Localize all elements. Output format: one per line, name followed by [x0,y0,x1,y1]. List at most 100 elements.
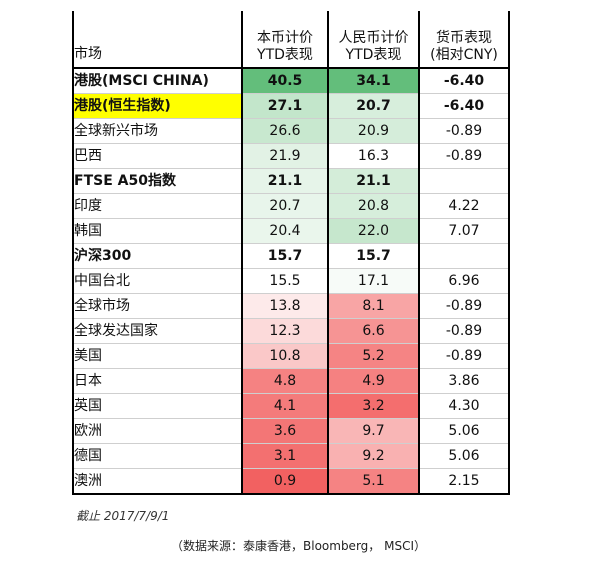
local-ytd-cell: 27.1 [241,93,328,119]
cny-ytd-cell: 20.7 [327,93,419,119]
date-note: 截止 2017/7/9/1 [76,509,170,523]
cny-ytd-cell: 21.1 [327,168,419,194]
table-row: 澳洲 0.9 5.1 2.15 [72,468,510,495]
fx-cell: -0.89 [418,143,510,169]
table-row: 中国台北 15.5 17.1 6.96 [72,268,510,294]
table-row: 港股(恒生指数) 27.1 20.7 -6.40 [72,93,510,119]
header-cny-line1: 人民币计价 [338,30,409,46]
table-row: 全球新兴市场 26.6 20.9 -0.89 [72,118,510,144]
local-ytd-cell: 21.1 [241,168,328,194]
table-row: 港股(MSCI CHINA) 40.5 34.1 -6.40 [72,67,510,94]
header-cny-line2: YTD表现 [345,47,402,63]
fx-cell: -6.40 [418,67,510,94]
cny-ytd-cell: 15.7 [327,243,419,269]
cny-ytd-cell: 20.9 [327,118,419,144]
local-ytd-cell: 20.4 [241,218,328,244]
source-note: （数据来源：泰康香港，Bloomberg， MSCI） [171,539,426,553]
fx-cell: 5.06 [418,418,510,444]
market-cell: FTSE A50指数 [72,168,242,194]
fx-cell: -0.89 [418,118,510,144]
cny-ytd-cell: 4.9 [327,368,419,394]
fx-cell [418,243,510,269]
market-cell: 中国台北 [72,268,242,294]
market-cell: 欧洲 [72,418,242,444]
fx-cell: -0.89 [418,293,510,319]
market-cell: 英国 [72,393,242,419]
market-cell: 全球发达国家 [72,318,242,344]
market-cell: 港股(恒生指数) [72,93,242,119]
fx-cell: 4.30 [418,393,510,419]
cny-ytd-cell: 6.6 [327,318,419,344]
header-market: 市场 [72,11,242,68]
fx-cell: -0.89 [418,343,510,369]
local-ytd-cell: 3.6 [241,418,328,444]
table-row: 德国 3.1 9.2 5.06 [72,443,510,469]
local-ytd-cell: 3.1 [241,443,328,469]
cny-ytd-cell: 5.2 [327,343,419,369]
table-row: 欧洲 3.6 9.7 5.06 [72,418,510,444]
market-cell: 美国 [72,343,242,369]
table-row: 巴西 21.9 16.3 -0.89 [72,143,510,169]
table-row: FTSE A50指数 21.1 21.1 [72,168,510,194]
header-local-line2: YTD表现 [257,47,313,63]
table-row: 英国 4.1 3.2 4.30 [72,393,510,419]
table-header-row: 市场 本币计价 YTD表现 人民币计价 YTD表现 货币表现 (相对CNY) [72,11,510,68]
local-ytd-cell: 13.8 [241,293,328,319]
market-cell: 沪深300 [72,243,242,269]
local-ytd-cell: 0.9 [241,468,328,495]
fx-cell: 5.06 [418,443,510,469]
header-fx-line2: (相对CNY) [430,47,498,63]
cny-ytd-cell: 20.8 [327,193,419,219]
performance-table: 市场 本币计价 YTD表现 人民币计价 YTD表现 货币表现 (相对CNY) 港… [72,11,510,495]
fx-cell: 3.86 [418,368,510,394]
table-row: 日本 4.8 4.9 3.86 [72,368,510,394]
local-ytd-cell: 15.5 [241,268,328,294]
header-fx: 货币表现 (相对CNY) [418,11,510,68]
header-local-line1: 本币计价 [257,30,313,46]
local-ytd-cell: 26.6 [241,118,328,144]
cny-ytd-cell: 16.3 [327,143,419,169]
cny-ytd-cell: 9.2 [327,443,419,469]
cny-ytd-cell: 3.2 [327,393,419,419]
table-row: 韩国 20.4 22.0 7.07 [72,218,510,244]
local-ytd-cell: 40.5 [241,67,328,94]
fx-cell: -6.40 [418,93,510,119]
local-ytd-cell: 4.1 [241,393,328,419]
market-cell: 日本 [72,368,242,394]
market-cell: 印度 [72,193,242,219]
table-row: 沪深300 15.7 15.7 [72,243,510,269]
table-row: 美国 10.8 5.2 -0.89 [72,343,510,369]
market-cell: 巴西 [72,143,242,169]
cny-ytd-cell: 17.1 [327,268,419,294]
fx-cell: 7.07 [418,218,510,244]
table-body: 市场 本币计价 YTD表现 人民币计价 YTD表现 货币表现 (相对CNY) 港… [72,11,510,495]
cny-ytd-cell: 22.0 [327,218,419,244]
table-row: 全球发达国家 12.3 6.6 -0.89 [72,318,510,344]
market-cell: 德国 [72,443,242,469]
fx-cell: 4.22 [418,193,510,219]
fx-cell: -0.89 [418,318,510,344]
cny-ytd-cell: 8.1 [327,293,419,319]
local-ytd-cell: 12.3 [241,318,328,344]
market-cell: 全球新兴市场 [72,118,242,144]
market-cell: 港股(MSCI CHINA) [72,67,242,94]
table-row: 全球市场 13.8 8.1 -0.89 [72,293,510,319]
fx-cell [418,168,510,194]
market-cell: 韩国 [72,218,242,244]
cny-ytd-cell: 34.1 [327,67,419,94]
local-ytd-cell: 10.8 [241,343,328,369]
header-cny-ytd: 人民币计价 YTD表现 [327,11,419,68]
market-cell: 全球市场 [72,293,242,319]
market-cell: 澳洲 [72,468,242,495]
local-ytd-cell: 4.8 [241,368,328,394]
header-local-ytd: 本币计价 YTD表现 [241,11,328,68]
table-row: 印度 20.7 20.8 4.22 [72,193,510,219]
local-ytd-cell: 21.9 [241,143,328,169]
fx-cell: 6.96 [418,268,510,294]
cny-ytd-cell: 5.1 [327,468,419,495]
local-ytd-cell: 20.7 [241,193,328,219]
local-ytd-cell: 15.7 [241,243,328,269]
fx-cell: 2.15 [418,468,510,495]
cny-ytd-cell: 9.7 [327,418,419,444]
header-fx-line1: 货币表现 [436,30,492,46]
